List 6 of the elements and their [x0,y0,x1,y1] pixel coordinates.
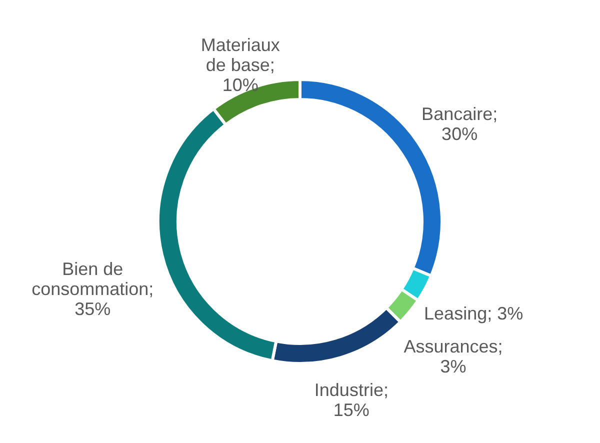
slice-label: Materiaux de base; 10% [200,34,280,95]
slice-label: Bancaire; 30% [422,104,498,144]
slice-label: Leasing; 3% [424,303,524,324]
slice-label: Assurances; 3% [404,336,503,376]
slice-label: Industrie; 15% [314,380,388,420]
slice-label: Bien de consommation; 35% [32,258,154,319]
